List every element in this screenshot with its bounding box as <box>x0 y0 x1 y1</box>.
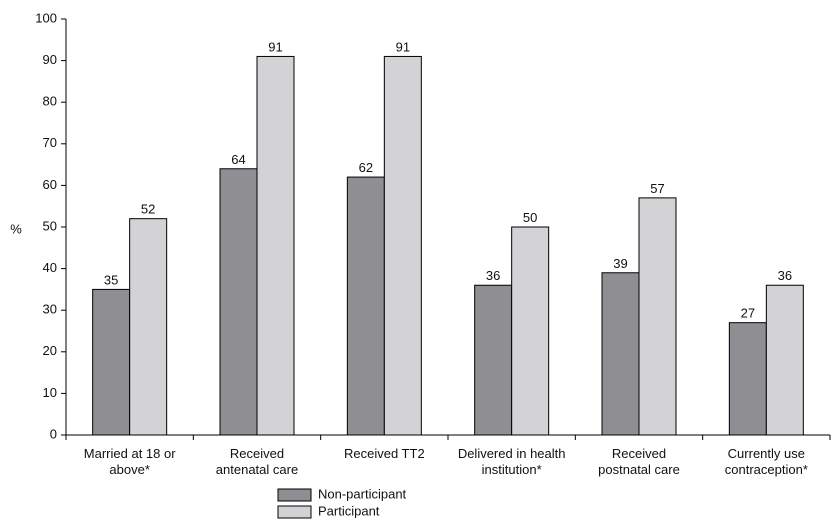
y-tick-label: 50 <box>43 218 57 233</box>
x-tick-label: Delivered in health <box>458 446 566 461</box>
x-tick-label: Received <box>230 446 284 461</box>
data-label: 91 <box>268 39 282 54</box>
data-label: 50 <box>523 210 537 225</box>
x-tick-label: Currently use <box>728 446 805 461</box>
y-tick-label: 100 <box>35 10 57 25</box>
bar <box>256 55 295 436</box>
legend-label: Non-participant <box>318 486 407 501</box>
x-tick-label: postnatal care <box>598 462 680 477</box>
x-axis: Married at 18 orabove*Receivedantenatal … <box>65 434 831 477</box>
y-axis-label: % <box>10 221 22 236</box>
data-label: 36 <box>486 268 500 283</box>
x-tick-label: antenatal care <box>216 462 298 477</box>
bar <box>92 288 131 436</box>
data-label: 62 <box>359 160 373 175</box>
legend-label: Participant <box>318 503 380 518</box>
bar <box>511 226 550 436</box>
y-tick-label: 30 <box>43 302 57 317</box>
bar <box>728 322 767 436</box>
y-tick-label: 20 <box>43 343 57 358</box>
x-tick-label: contraception* <box>725 462 808 477</box>
bar <box>765 284 804 436</box>
y-tick-label: 60 <box>43 177 57 192</box>
bars: 35 52 64 91 62 91 36 50 39 57 27 36 <box>92 39 804 436</box>
data-label: 35 <box>104 272 118 287</box>
bar <box>474 284 513 436</box>
y-tick-label: 0 <box>50 426 57 441</box>
x-tick-label: Received <box>612 446 666 461</box>
legend-swatch <box>277 505 312 519</box>
legend-swatch <box>277 488 312 502</box>
bar <box>383 55 422 436</box>
x-tick-label: institution* <box>482 462 542 477</box>
bar <box>601 272 640 436</box>
bar <box>129 218 168 436</box>
x-tick-label: above* <box>109 462 149 477</box>
data-label: 39 <box>613 256 627 271</box>
data-label: 64 <box>231 152 245 167</box>
data-label: 91 <box>396 39 410 54</box>
data-label: 57 <box>650 181 664 196</box>
data-label: 52 <box>141 202 155 217</box>
x-tick-label: Received TT2 <box>344 446 425 461</box>
y-tick-label: 40 <box>43 260 57 275</box>
y-tick-label: 10 <box>43 385 57 400</box>
x-tick-label: Married at 18 or <box>84 446 176 461</box>
y-axis: 0 10 20 30 40 50 60 70 80 90 100 <box>35 10 67 441</box>
y-tick-label: 80 <box>43 94 57 109</box>
bar <box>638 197 677 436</box>
legend: Non-participant Participant <box>277 486 407 519</box>
data-label: 27 <box>741 306 755 321</box>
bar <box>219 168 258 436</box>
data-label: 36 <box>778 268 792 283</box>
y-tick-label: 70 <box>43 135 57 150</box>
y-tick-label: 90 <box>43 52 57 67</box>
bar <box>346 176 385 436</box>
